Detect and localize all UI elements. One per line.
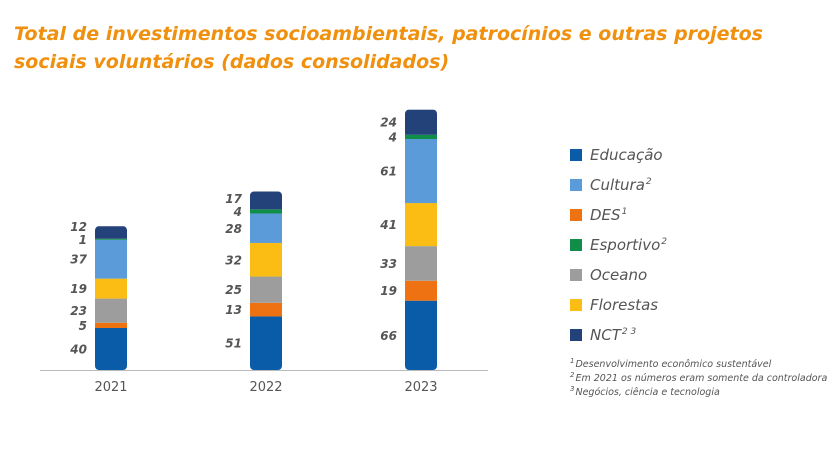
- bar-segment-2021-educação: [95, 328, 127, 370]
- data-label-2021-oceano: 23: [70, 304, 87, 318]
- bar-segment-2021-cultura: [95, 239, 127, 279]
- data-label-2023-nct: 24: [380, 116, 397, 130]
- legend-item-florestas: Florestas: [570, 290, 667, 320]
- data-label-2021-nct: 12: [70, 220, 87, 234]
- legend-item-educação: Educação: [570, 140, 667, 170]
- bar-segment-2021-oceano: [95, 298, 127, 323]
- data-label-2022-nct: 17: [225, 192, 242, 206]
- data-label-2021-des: 5: [79, 319, 87, 333]
- bar-segment-2023-nct: [405, 109, 437, 135]
- data-label-2023-esportivo: 4: [388, 130, 397, 144]
- data-label-2022-cultura: 28: [225, 222, 242, 236]
- footnote-3: 3Negócios, ciência e tecnologia: [570, 384, 835, 398]
- x-tick-label-2022: 2022: [249, 380, 282, 395]
- footnote-text: Negócios, ciência e tecnologia: [575, 387, 720, 399]
- bar-segment-2022-educação: [250, 316, 282, 370]
- footnote-number: 3: [570, 385, 575, 394]
- data-label-2022-esportivo: 4: [233, 205, 242, 219]
- legend-swatch: [570, 329, 582, 341]
- data-label-2022-florestas: 32: [225, 253, 242, 267]
- legend-item-des: DES1: [570, 200, 667, 230]
- footnote-text: Em 2021 os números eram somente da contr…: [575, 373, 828, 385]
- legend-label: Educação: [590, 146, 663, 164]
- footnote-1: 1Desenvolvimento econômico sustentável: [570, 356, 835, 370]
- legend-item-nct: NCT2 3: [570, 320, 667, 350]
- legend-swatch: [570, 209, 582, 221]
- legend-label: Florestas: [590, 296, 659, 314]
- bar-segment-2023-cultura: [405, 139, 437, 204]
- footnotes: 1Desenvolvimento econômico sustentável 2E…: [570, 356, 835, 398]
- data-label-2021-educação: 40: [69, 343, 87, 357]
- bar-segment-2023-esportivo: [405, 134, 437, 139]
- legend-item-cultura: Cultura2: [570, 170, 667, 200]
- legend-label: DES1: [590, 206, 628, 224]
- data-label-2023-des: 19: [380, 284, 397, 298]
- legend-label: Cultura2: [590, 176, 652, 194]
- bar-segment-2022-oceano: [250, 276, 282, 303]
- bar-segment-2022-cultura: [250, 213, 282, 243]
- legend-swatch: [570, 149, 582, 161]
- data-label-2023-oceano: 33: [380, 257, 397, 271]
- data-label-2023-florestas: 41: [379, 218, 397, 232]
- data-label-2022-des: 13: [225, 303, 242, 317]
- bar-segment-2021-des: [95, 322, 127, 328]
- legend-footnote-marker: 1: [621, 207, 628, 217]
- bar-segment-2022-des: [250, 302, 282, 317]
- x-tick-label-2023: 2023: [404, 380, 437, 395]
- bar-segment-2023-educação: [405, 300, 437, 370]
- bar-segment-2021-esportivo: [95, 238, 127, 240]
- data-label-2022-educação: 51: [225, 337, 242, 351]
- legend-footnote-marker: 2: [661, 237, 667, 247]
- chart-title: Total de investimentos socioambientais, …: [14, 23, 763, 73]
- legend-footnote-marker: 2 3: [621, 327, 637, 337]
- bar-segment-2021-florestas: [95, 278, 127, 299]
- chart-legend: Educação Cultura2 DES1 Esportivo2 Oceano Flor…: [570, 140, 667, 350]
- legend-swatch: [570, 269, 582, 281]
- data-label-2023-cultura: 61: [380, 165, 397, 179]
- bar-segment-2023-oceano: [405, 246, 437, 281]
- data-label-2021-cultura: 37: [70, 253, 87, 267]
- footnote-text: Desenvolvimento econômico sustentável: [575, 359, 772, 371]
- bar-segment-2022-florestas: [250, 242, 282, 277]
- bar-segment-2022-esportivo: [250, 209, 282, 214]
- x-tick-label-2021: 2021: [94, 380, 127, 395]
- footnote-number: 1: [570, 357, 575, 365]
- bar-segment-2022-nct: [250, 191, 282, 210]
- bar-segment-2021-nct: [95, 226, 127, 239]
- bar-segment-2023-des: [405, 280, 437, 301]
- data-label-2021-florestas: 19: [70, 282, 87, 296]
- legend-label: NCT2 3: [590, 326, 637, 344]
- bar-segment-2023-florestas: [405, 203, 437, 247]
- legend-item-oceano: Oceano: [570, 260, 667, 290]
- data-label-2022-oceano: 25: [225, 283, 242, 297]
- legend-swatch: [570, 299, 582, 311]
- legend-label: Oceano: [590, 266, 648, 284]
- legend-label: Esportivo2: [590, 236, 667, 254]
- legend-swatch: [570, 179, 582, 191]
- legend-item-esportivo: Esportivo2: [570, 230, 667, 260]
- footnote-number: 2: [570, 371, 575, 380]
- data-label-2023-educação: 66: [380, 329, 397, 343]
- legend-footnote-marker: 2: [645, 177, 652, 187]
- legend-swatch: [570, 239, 582, 251]
- data-label-2021-esportivo: 1: [79, 233, 87, 247]
- footnote-2: 2Em 2021 os números eram somente da cont…: [570, 370, 835, 384]
